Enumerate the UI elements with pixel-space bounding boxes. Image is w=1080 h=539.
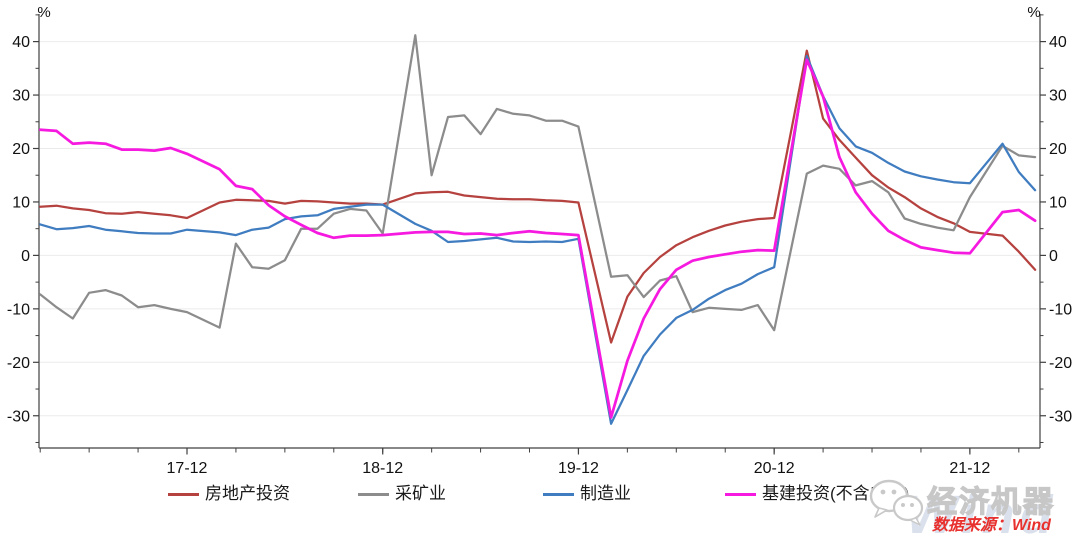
- legend-item-real-estate-investment: 房地产投资: [168, 482, 290, 506]
- y-tick-label-left: 40: [12, 34, 30, 51]
- y-tick-label-right: 40: [1049, 34, 1067, 51]
- axes: [38, 14, 1041, 449]
- x-tick-label-17-12: 17-12: [167, 460, 208, 477]
- legend-label-manufacturing: 制造业: [580, 484, 631, 503]
- wind-logo-watermark: Wind: [906, 485, 1058, 539]
- legend-swatch-mining: [358, 492, 389, 496]
- series-line-manufacturing: [39, 54, 1037, 425]
- y-tick-label-left: 30: [12, 88, 30, 105]
- wechat-icon: [869, 479, 924, 526]
- brand-watermark-text: 经济机器: [926, 485, 1055, 519]
- legend-label-real-estate-investment: 房地产投资: [205, 484, 290, 503]
- y-tick-label-right: -20: [1049, 355, 1072, 372]
- legend-swatch-infrastructure-investment-ex-power: [725, 492, 756, 496]
- series-line-real-estate-investment: [39, 49, 1037, 344]
- y-axis-unit-right: %: [1027, 4, 1040, 21]
- y-tick-label-right: 30: [1049, 88, 1067, 105]
- x-tick-label-18-12: 18-12: [362, 460, 403, 477]
- x-tick-label-19-12: 19-12: [558, 460, 599, 477]
- data-source-label: 数据来源：Wind: [932, 517, 1051, 534]
- y-tick-label-left: -30: [7, 408, 30, 425]
- x-tick-labels: 17-12 18-12 19-12 20-12 21-12: [39, 448, 1020, 477]
- y-tick-label-left: -10: [7, 301, 30, 318]
- legend-swatch-real-estate-investment: [168, 492, 199, 496]
- y-tick-label-left: 20: [12, 141, 30, 158]
- y-tick-labels: 40 40 30 30 20 20 10 10 0 0 -10 -10 -20 -20 -30 -30: [7, 14, 1072, 443]
- y-tick-label-right: -10: [1049, 301, 1072, 318]
- y-tick-label-left: 0: [21, 248, 30, 265]
- legend-label-mining: 采矿业: [395, 484, 446, 503]
- gridlines: [40, 41, 1039, 417]
- y-tick-label-right: 10: [1049, 194, 1067, 211]
- legend-swatch-manufacturing: [543, 492, 574, 496]
- x-tick-label-20-12: 20-12: [754, 460, 795, 477]
- y-tick-label-right: 20: [1049, 141, 1067, 158]
- y-axis-unit-left: %: [37, 4, 50, 21]
- y-tick-label-left: 10: [12, 194, 30, 211]
- y-tick-label-left: -20: [7, 355, 30, 372]
- y-tick-label-right: 0: [1049, 248, 1058, 265]
- series-lines: [38, 34, 1037, 425]
- series-line-mining: [39, 34, 1037, 332]
- line-chart: 40 40 30 30 20 20 10 10 0 0 -10 -10 -20 -20 -30 -30% % 17…: [7, 4, 1072, 477]
- y-tick-label-right: -30: [1049, 408, 1072, 425]
- legend-item-manufacturing: 制造业: [543, 482, 631, 506]
- series-line-infrastructure-investment-ex-power: [38, 58, 1037, 419]
- x-tick-label-21-12: 21-12: [949, 460, 990, 477]
- legend-item-mining: 采矿业: [358, 482, 446, 506]
